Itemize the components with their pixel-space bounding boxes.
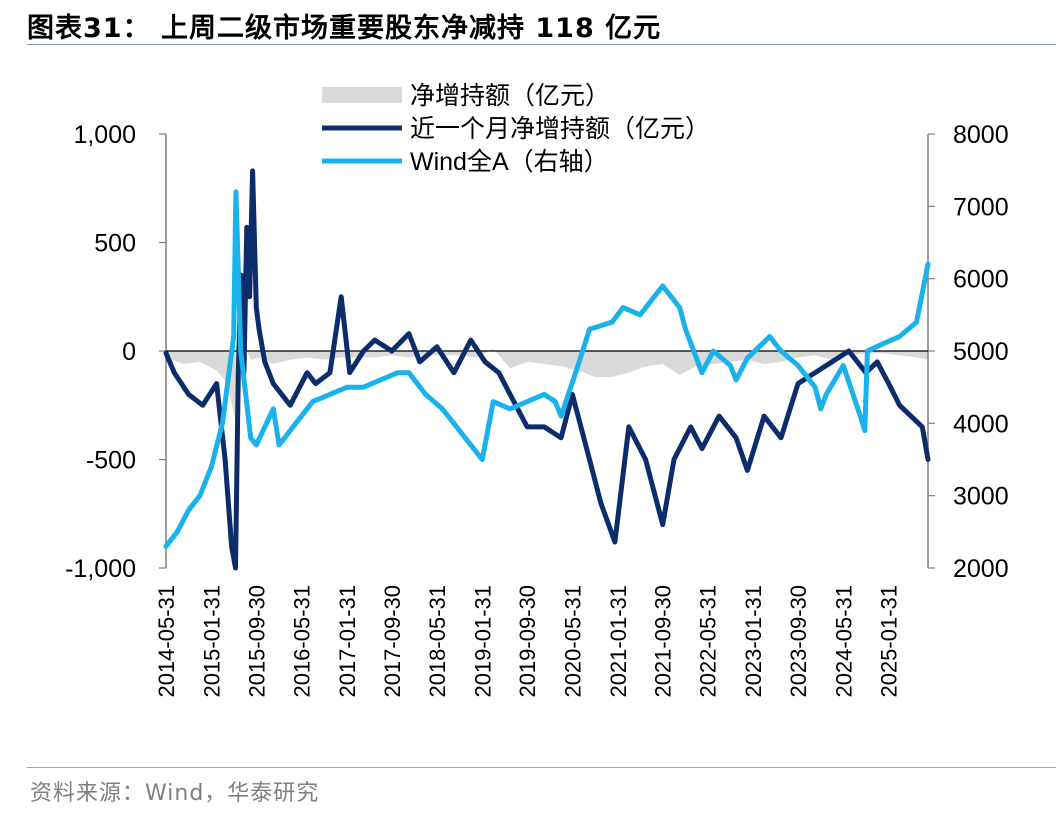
right-tick-label: 5000 bbox=[953, 338, 1009, 366]
monthly-net-increase-line bbox=[163, 168, 931, 571]
x-tick-label: 2021-01-31 bbox=[606, 585, 631, 698]
x-tick-label: 2018-05-31 bbox=[425, 585, 450, 698]
legend-net-increase-label: 净增持额（亿元） bbox=[410, 82, 610, 110]
x-tick-label: 2022-05-31 bbox=[696, 585, 721, 698]
legend-wind-all-a-label: Wind全A（右轴） bbox=[410, 148, 609, 176]
footer-divider bbox=[27, 767, 1056, 768]
x-tick-label: 2024-05-31 bbox=[831, 585, 856, 698]
x-tick-label: 2025-01-31 bbox=[877, 585, 902, 698]
x-tick-label: 2015-09-30 bbox=[244, 585, 269, 698]
right-tick-label: 3000 bbox=[953, 483, 1009, 511]
legend: 净增持额（亿元） 近一个月净增持额（亿元） Wind全A（右轴） bbox=[322, 82, 710, 176]
x-tick-label: 2020-05-31 bbox=[560, 585, 585, 698]
tick-labels: -1,000 -500 0 500 1,000 2000 3000 4000 5000 6000 7… bbox=[65, 121, 1009, 698]
left-tick-label: -1,000 bbox=[65, 555, 136, 583]
x-tick-label: 2017-01-31 bbox=[335, 585, 360, 698]
x-tick-label: 2019-09-30 bbox=[515, 585, 540, 698]
x-tick-label: 2014-05-31 bbox=[154, 585, 179, 698]
series-lines bbox=[163, 168, 931, 571]
x-tick-label: 2016-05-31 bbox=[290, 585, 315, 698]
left-tick-label: 500 bbox=[94, 230, 136, 258]
left-tick-label: 0 bbox=[122, 338, 136, 366]
page-title: 图表31： 上周二级市场重要股东净减持 118 亿元 bbox=[27, 13, 662, 44]
x-tick-label: 2019-01-31 bbox=[470, 585, 495, 698]
right-tick-label: 2000 bbox=[953, 555, 1009, 583]
right-tick-label: 6000 bbox=[953, 266, 1009, 294]
title-divider bbox=[27, 44, 1056, 45]
x-tick-label: 2017-09-30 bbox=[380, 585, 405, 698]
chart-axes bbox=[159, 133, 935, 569]
left-tick-label: 1,000 bbox=[73, 121, 136, 149]
x-tick-label: 2023-09-30 bbox=[786, 585, 811, 698]
legend-monthly-net-increase-label: 近一个月净增持额（亿元） bbox=[410, 115, 710, 143]
net-increase-area bbox=[166, 338, 928, 427]
right-tick-label: 7000 bbox=[953, 193, 1009, 221]
wind-all-a-line bbox=[163, 189, 931, 549]
x-tick-label: 2015-01-31 bbox=[199, 585, 224, 698]
right-tick-label: 4000 bbox=[953, 410, 1009, 438]
x-tick-label: 2023-01-31 bbox=[741, 585, 766, 698]
legend-net-increase-swatch bbox=[322, 87, 402, 103]
left-tick-label: -500 bbox=[86, 447, 136, 475]
x-tick-label: 2021-09-30 bbox=[651, 585, 676, 698]
right-tick-label: 8000 bbox=[953, 121, 1009, 149]
net-increase-bars bbox=[166, 338, 928, 427]
source-note: 资料来源：Wind，华泰研究 bbox=[30, 781, 320, 806]
